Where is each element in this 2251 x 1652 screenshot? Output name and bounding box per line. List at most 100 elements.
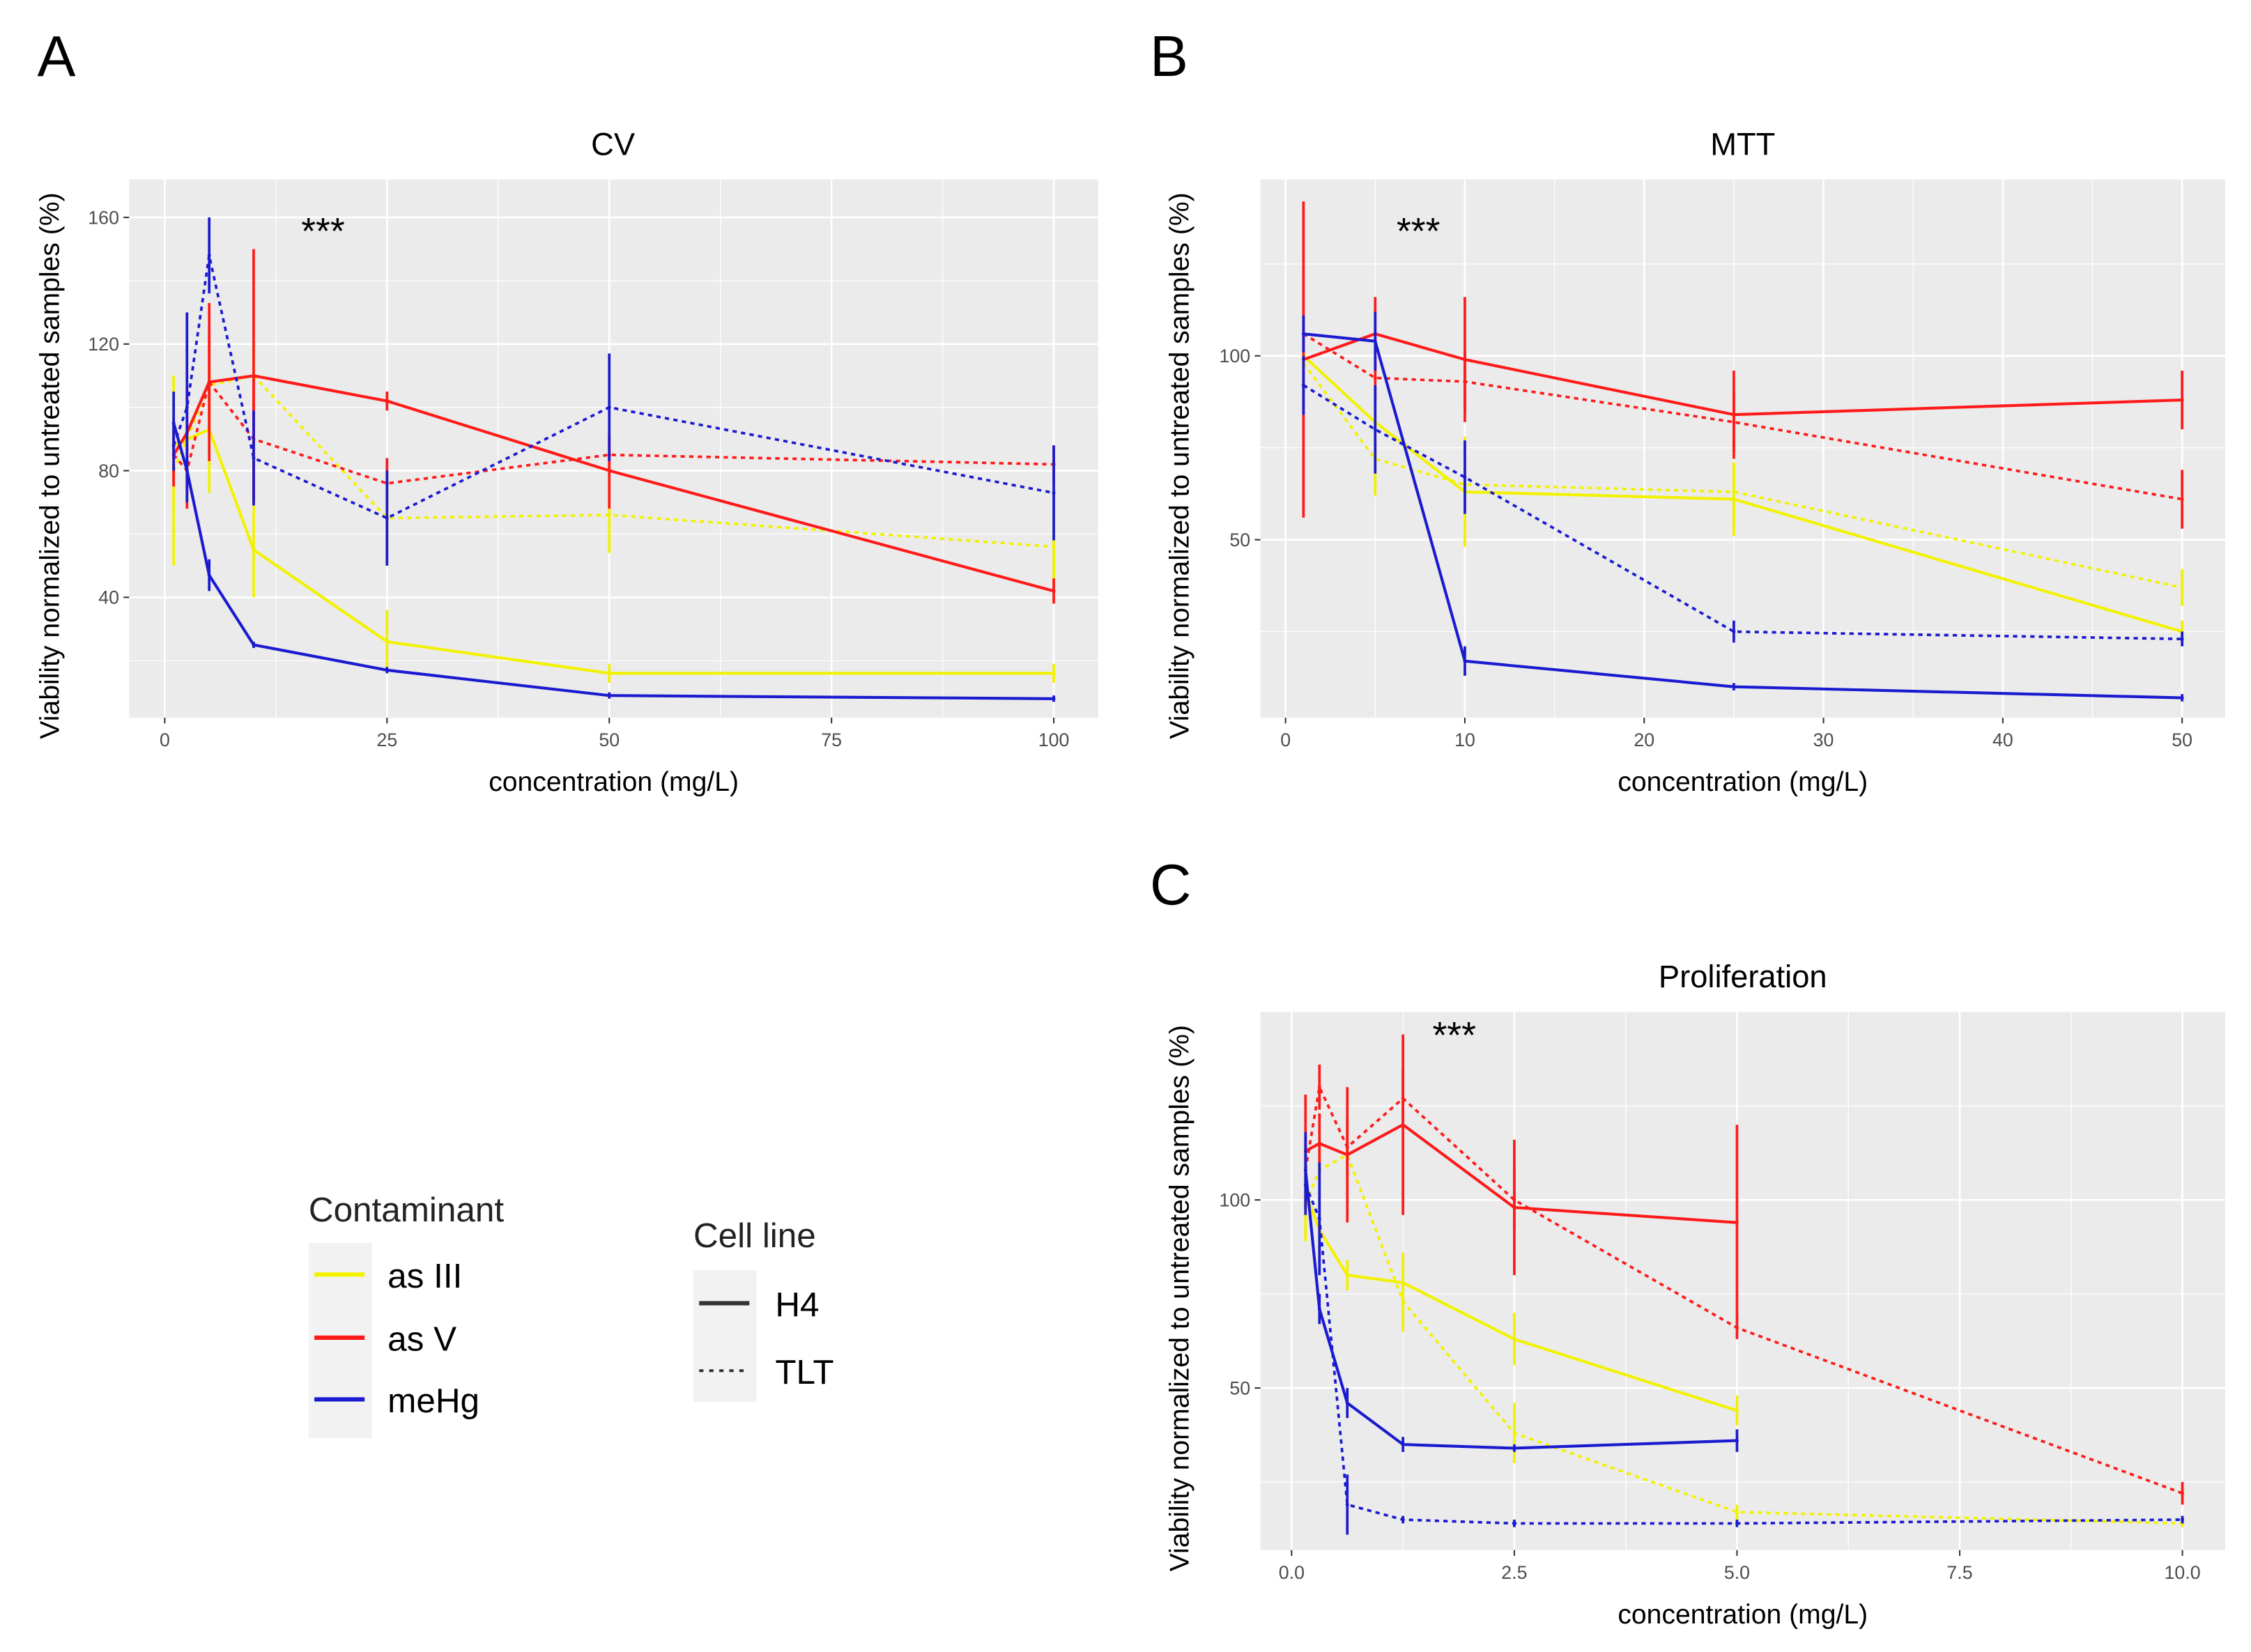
x-axis-label: concentration (mg/L): [1618, 767, 1868, 797]
x-tick-label: 10: [1454, 729, 1475, 750]
data-point: [1052, 671, 1056, 675]
data-point: [607, 671, 611, 675]
data-point: [1512, 1198, 1516, 1202]
data-point: [607, 406, 611, 410]
data-point: [207, 380, 211, 384]
legend-label-mehg: meHg: [387, 1382, 479, 1420]
x-tick-label: 0.0: [1279, 1562, 1305, 1583]
data-point: [1373, 427, 1377, 431]
x-tick-label: 7.5: [1946, 1562, 1972, 1583]
data-point: [1052, 491, 1056, 495]
series-as-v-h4-line: [1305, 1122, 1737, 1224]
data-point: [385, 399, 389, 403]
series-mehg-tlt: [171, 217, 1056, 566]
data-point: [2180, 398, 2184, 402]
significance-annotation: ***: [301, 211, 345, 252]
data-point: [1463, 475, 1467, 479]
panel-label: A: [38, 24, 76, 88]
data-point: [207, 254, 211, 258]
data-point: [1735, 1326, 1739, 1330]
y-tick-label: 40: [98, 587, 119, 608]
data-point: [252, 642, 256, 647]
legend-label-as-v: as V: [387, 1320, 456, 1358]
data-point: [1052, 589, 1056, 593]
data-point: [1317, 1307, 1321, 1311]
data-point: [1732, 685, 1736, 689]
data-point: [1345, 1145, 1349, 1150]
y-axis-label: Viability normalized to untreated sample…: [1165, 192, 1195, 739]
series-as-iii-h4-line: [173, 427, 1054, 675]
chart-title: CV: [591, 126, 636, 162]
data-point: [2180, 585, 2184, 589]
chart-title: Proliferation: [1659, 959, 1827, 994]
y-tick-label: 100: [1220, 1189, 1251, 1210]
data-point: [385, 668, 389, 672]
data-point: [1317, 1085, 1321, 1089]
data-point: [1373, 339, 1377, 343]
data-point: [1345, 1502, 1349, 1506]
plot-background: [1260, 179, 2225, 718]
x-tick-label: 0: [160, 729, 170, 750]
significance-annotation: ***: [1397, 211, 1441, 252]
x-tick-label: 30: [1813, 729, 1834, 750]
data-point: [252, 456, 256, 460]
series-as-iii-tlt-line: [1302, 362, 2183, 589]
y-tick-label: 100: [1220, 346, 1251, 366]
y-tick-label: 80: [98, 461, 119, 481]
legend-contaminant: Contaminant as III as V meHg: [308, 1191, 504, 1439]
data-point: [1303, 1183, 1307, 1187]
data-point: [385, 640, 389, 644]
legend-contaminant-title: Contaminant: [309, 1191, 504, 1229]
x-axis-label: concentration (mg/L): [1618, 1600, 1868, 1630]
data-point: [1317, 1141, 1321, 1145]
data-point: [1401, 1442, 1405, 1446]
data-point: [1732, 630, 1736, 633]
data-point: [1735, 1439, 1739, 1443]
data-point: [1463, 659, 1467, 663]
legend-cell-line: Cell line H4 TLT: [693, 1217, 834, 1403]
data-point: [185, 406, 189, 410]
panel-a: A CV 0 25 50 75 100 40 80 120 160 concentration (mg…: [35, 24, 1098, 797]
panel-label: B: [1150, 24, 1188, 88]
data-point: [1345, 1401, 1349, 1405]
data-point: [1463, 380, 1467, 384]
data-point: [1345, 1273, 1349, 1277]
panel-b: B MTT 0 10 20 30 40 50 50 100 concentration (mg/L)…: [1150, 24, 2225, 797]
x-tick-label: 100: [1038, 729, 1070, 750]
series-mehg-h4: [1303, 1132, 1739, 1452]
chart-title: MTT: [1710, 126, 1775, 162]
data-point: [1401, 1299, 1405, 1304]
series-mehg-tlt: [1301, 355, 2184, 647]
data-point: [1735, 1408, 1739, 1412]
legend-key-background: [693, 1270, 757, 1403]
series-mehg-h4-line: [1304, 1169, 1737, 1450]
data-point: [2180, 497, 2184, 502]
data-point: [1317, 1217, 1321, 1221]
data-point: [1512, 1431, 1516, 1435]
x-tick-label: 50: [2172, 729, 2192, 750]
data-point: [1512, 1337, 1516, 1341]
data-point: [2180, 637, 2184, 641]
data-point: [1732, 420, 1736, 424]
data-point: [1735, 1510, 1739, 1514]
x-tick-label: 75: [821, 729, 842, 750]
data-point: [2180, 696, 2184, 700]
data-point: [207, 573, 211, 577]
x-tick-label: 20: [1634, 729, 1654, 750]
data-point: [1373, 376, 1377, 380]
y-tick-label: 160: [88, 207, 119, 228]
y-tick-label: 50: [1229, 1377, 1250, 1398]
data-point: [1052, 545, 1056, 549]
data-point: [1735, 1521, 1739, 1525]
data-point: [1512, 1446, 1516, 1450]
data-point: [252, 548, 256, 552]
x-tick-label: 50: [599, 729, 620, 750]
series-mehg-h4: [1301, 311, 2184, 702]
significance-annotation: ***: [1432, 1015, 1476, 1056]
plot-background: [1260, 1012, 2225, 1550]
data-point: [1732, 490, 1736, 494]
y-axis-label: Viability normalized to untreated sample…: [1165, 1025, 1195, 1571]
legend-label-tlt: TLT: [775, 1353, 833, 1391]
data-point: [2181, 1518, 2185, 1522]
